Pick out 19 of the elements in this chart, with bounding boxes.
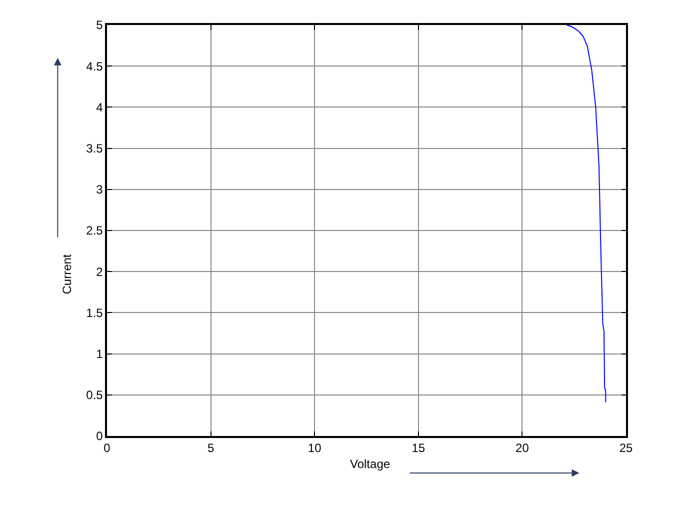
y-tick-label: 4 [96, 100, 104, 114]
y-tick-label: 1 [96, 347, 104, 361]
y-tick-label: 3.5 [86, 142, 104, 156]
y-tick-label: 1.5 [86, 306, 104, 320]
x-tick-label: 25 [619, 441, 633, 456]
x-tick-label: 5 [207, 441, 214, 456]
x-tick-label: 10 [308, 441, 322, 456]
y-tick-label: 0.5 [86, 388, 104, 402]
y-tick-label: 0 [96, 429, 104, 444]
line-series [566, 25, 606, 403]
y-tick-label: 2 [96, 264, 104, 279]
y-tick-label: 5 [96, 18, 104, 32]
y-axis-title: Current [60, 254, 74, 294]
x-tick-label: 15 [412, 441, 426, 456]
y-tick-label: 3 [96, 182, 104, 197]
x-tick-label: 20 [516, 441, 530, 456]
y-tick-label: 4.5 [86, 59, 104, 74]
y-tick-label: 2.5 [86, 224, 104, 238]
x-axis-title: Voltage [350, 457, 390, 471]
